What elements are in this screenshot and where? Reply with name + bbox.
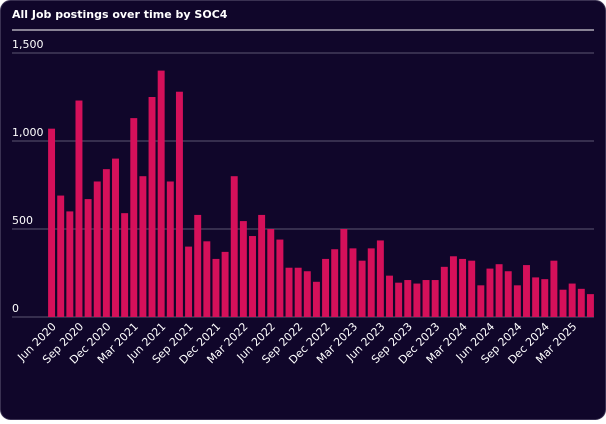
y-tick-label: 1,500: [12, 38, 44, 51]
bar: [349, 248, 357, 317]
bar: [477, 285, 485, 317]
chart-title: All Job postings over time by SOC4: [12, 8, 228, 21]
bar: [431, 280, 439, 317]
bar: [276, 239, 284, 317]
y-tick-label: 0: [12, 302, 19, 315]
bar: [93, 181, 101, 317]
y-tick-label: 500: [12, 214, 33, 227]
bar: [285, 267, 293, 317]
bar: [395, 282, 403, 317]
y-tick-label: 1,000: [12, 126, 44, 139]
bar: [157, 70, 165, 317]
bar: [367, 248, 375, 317]
bar: [294, 267, 302, 317]
bar: [48, 128, 56, 317]
bar: [112, 158, 119, 317]
bar: [504, 271, 512, 317]
bar: [75, 100, 83, 318]
bar: [468, 260, 476, 317]
bar: [541, 279, 549, 317]
bar: [267, 229, 275, 317]
bar: [57, 195, 65, 317]
bar: [459, 258, 467, 317]
bar: [221, 251, 229, 317]
bar: [532, 277, 540, 317]
bar: [130, 118, 138, 318]
bar: [568, 283, 576, 317]
bar: [586, 294, 594, 317]
bar: [212, 258, 220, 317]
bar: [203, 241, 211, 317]
bar: [523, 265, 530, 317]
bar: [194, 214, 202, 317]
bar: [513, 285, 521, 317]
bar: [312, 281, 320, 317]
bar: [230, 176, 238, 317]
bar: [148, 97, 156, 317]
bar: [422, 280, 430, 317]
bar: [102, 169, 110, 317]
bar: [550, 260, 558, 317]
bar: [404, 280, 412, 317]
bar: [376, 240, 384, 317]
bar: [413, 283, 421, 317]
bar: [249, 236, 256, 317]
bar: [577, 288, 585, 317]
bar: [66, 211, 74, 317]
bar: [358, 260, 366, 317]
bar: [331, 249, 339, 317]
bar: [486, 268, 494, 317]
bar: [340, 229, 348, 317]
bar: [559, 289, 567, 317]
bar: [495, 264, 503, 317]
bar: [440, 266, 448, 317]
bar: [386, 275, 393, 317]
bar: [258, 214, 266, 317]
bar: [139, 176, 147, 317]
bar: [303, 271, 311, 317]
bar: [449, 256, 457, 317]
bar: [322, 258, 330, 317]
bar: [185, 246, 193, 317]
bar: [166, 181, 174, 317]
bar: [175, 91, 183, 317]
bar: [239, 221, 247, 317]
bar: [84, 199, 92, 317]
bar: [121, 213, 129, 317]
